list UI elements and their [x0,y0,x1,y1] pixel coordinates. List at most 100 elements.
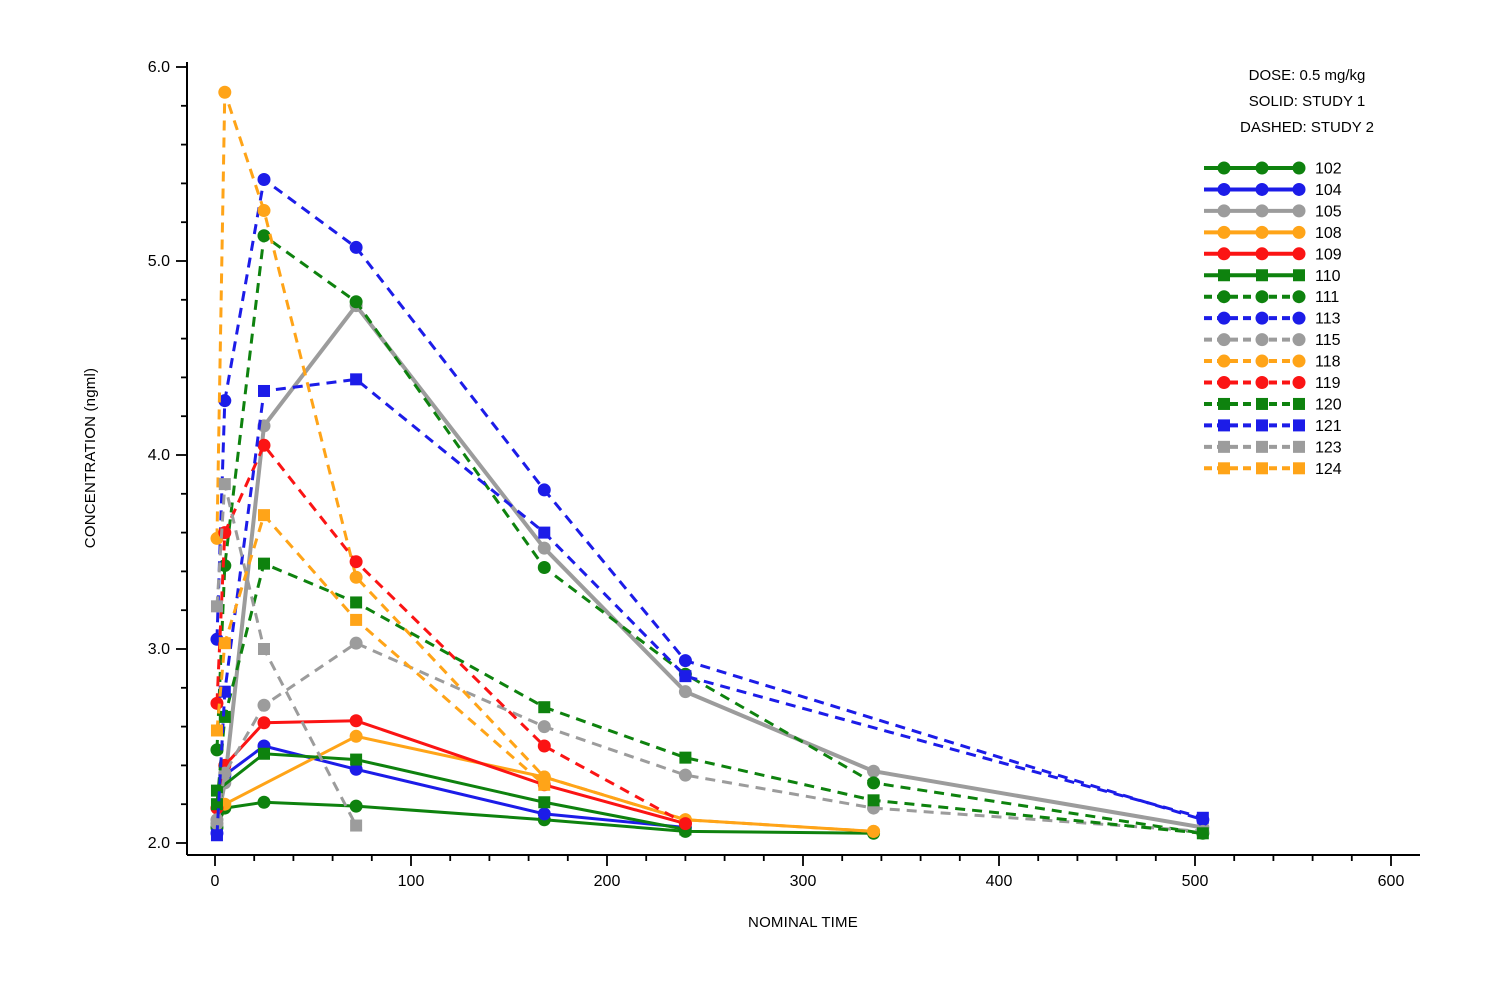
legend-marker-sample [1255,225,1269,239]
series-121-marker [210,829,223,842]
series-109-marker [257,716,271,730]
series-111-marker [218,559,232,573]
series-113-marker [537,483,551,497]
series-123-line [215,483,358,827]
series-110-marker [538,796,551,809]
series-120-marker [350,596,363,609]
legend-marker-sample [1218,397,1230,410]
legend-marker-sample [1292,290,1306,304]
legend-label-102: 102 [1315,161,1342,178]
series-123-marker [218,478,231,491]
legend-item-105: 105 [1204,203,1342,220]
series-120 [210,557,1209,840]
series-124-marker [538,778,551,791]
legend-marker-sample [1256,440,1268,453]
legend-marker-sample [1256,462,1268,475]
legend-item-121: 121 [1204,418,1342,435]
legend-marker-sample [1292,161,1306,175]
legend-item-113: 113 [1204,311,1341,328]
series-121-marker [1196,811,1209,824]
series-120-marker [538,701,551,714]
legend-dose-text: DOSE: 0.5 mg/kg [1249,67,1366,84]
series-124 [210,509,551,791]
legend-marker-sample [1256,397,1268,410]
legend-marker-sample [1217,333,1231,347]
x-tick-label: 100 [398,873,425,890]
series-layer [210,85,1210,842]
legend-marker-sample [1218,269,1230,282]
series-113 [210,173,1210,827]
series-110 [210,747,692,836]
legend-marker-sample [1255,333,1269,347]
legend-item-111: 111 [1204,289,1339,306]
legend-label-119: 119 [1315,375,1341,392]
series-123 [210,478,363,832]
x-tick-label: 400 [986,873,1013,890]
legend-marker-sample [1217,204,1231,218]
legend-marker-sample [1217,247,1231,261]
legend: DOSE: 0.5 mg/kg SOLID: STUDY 1 DASHED: S… [1204,67,1374,478]
x-tick-label: 200 [594,873,621,890]
legend-label-123: 123 [1315,439,1342,456]
series-113-marker [349,240,363,254]
series-102-marker [257,795,271,809]
legend-marker-sample [1217,290,1231,304]
series-119-marker [349,555,363,569]
series-113-marker [678,654,692,668]
legend-dashed-study-text: DASHED: STUDY 2 [1240,119,1374,136]
series-121-marker [350,373,363,386]
series-123-marker [350,819,363,832]
y-tick-label: 2.0 [148,835,170,852]
series-121-marker [258,384,270,397]
legend-marker-sample [1217,182,1231,196]
legend-label-124: 124 [1315,461,1342,478]
series-111-line [215,233,1204,835]
legend-label-118: 118 [1315,354,1341,371]
legend-marker-sample [1218,419,1230,432]
series-124-marker [210,724,223,737]
series-110-marker [350,753,363,766]
series-108-marker [349,729,363,743]
legend-marker-sample [1293,462,1305,475]
series-109-marker [349,714,363,728]
legend-item-109: 109 [1204,246,1342,263]
legend-marker-sample [1217,225,1231,239]
series-123-marker [210,600,223,613]
legend-marker-sample [1255,161,1269,175]
series-115-marker [678,768,692,782]
series-111-marker [349,295,363,309]
legend-marker-sample [1255,354,1269,368]
series-115-marker [210,813,224,827]
legend-marker-sample [1292,333,1306,347]
series-121-marker [679,670,692,683]
series-121-line [215,377,1204,836]
legend-label-105: 105 [1315,203,1342,220]
legend-marker-sample [1293,440,1305,453]
series-110-marker [258,747,270,760]
series-121-marker [538,526,551,539]
legend-item-104: 104 [1204,182,1342,199]
series-119-marker [678,817,692,831]
legend-marker-sample [1218,462,1230,475]
series-105-marker [678,685,692,699]
legend-marker-sample [1292,354,1306,368]
series-118-marker [218,85,232,99]
legend-marker-sample [1255,311,1269,325]
series-123-marker [258,643,270,655]
series-113-marker [257,173,271,187]
legend-marker-sample [1292,247,1306,261]
series-111-marker [867,776,881,790]
series-111-marker [257,229,271,243]
series-105-marker [537,541,551,555]
legend-marker-sample [1292,204,1306,218]
series-124-marker [218,637,231,650]
series-120-marker [867,794,880,807]
legend-marker-sample [1218,440,1230,453]
series-115-marker [349,636,363,650]
y-tick-label: 6.0 [148,59,170,76]
legend-marker-sample [1255,290,1269,304]
series-119 [210,438,692,831]
legend-marker-sample [1292,225,1306,239]
